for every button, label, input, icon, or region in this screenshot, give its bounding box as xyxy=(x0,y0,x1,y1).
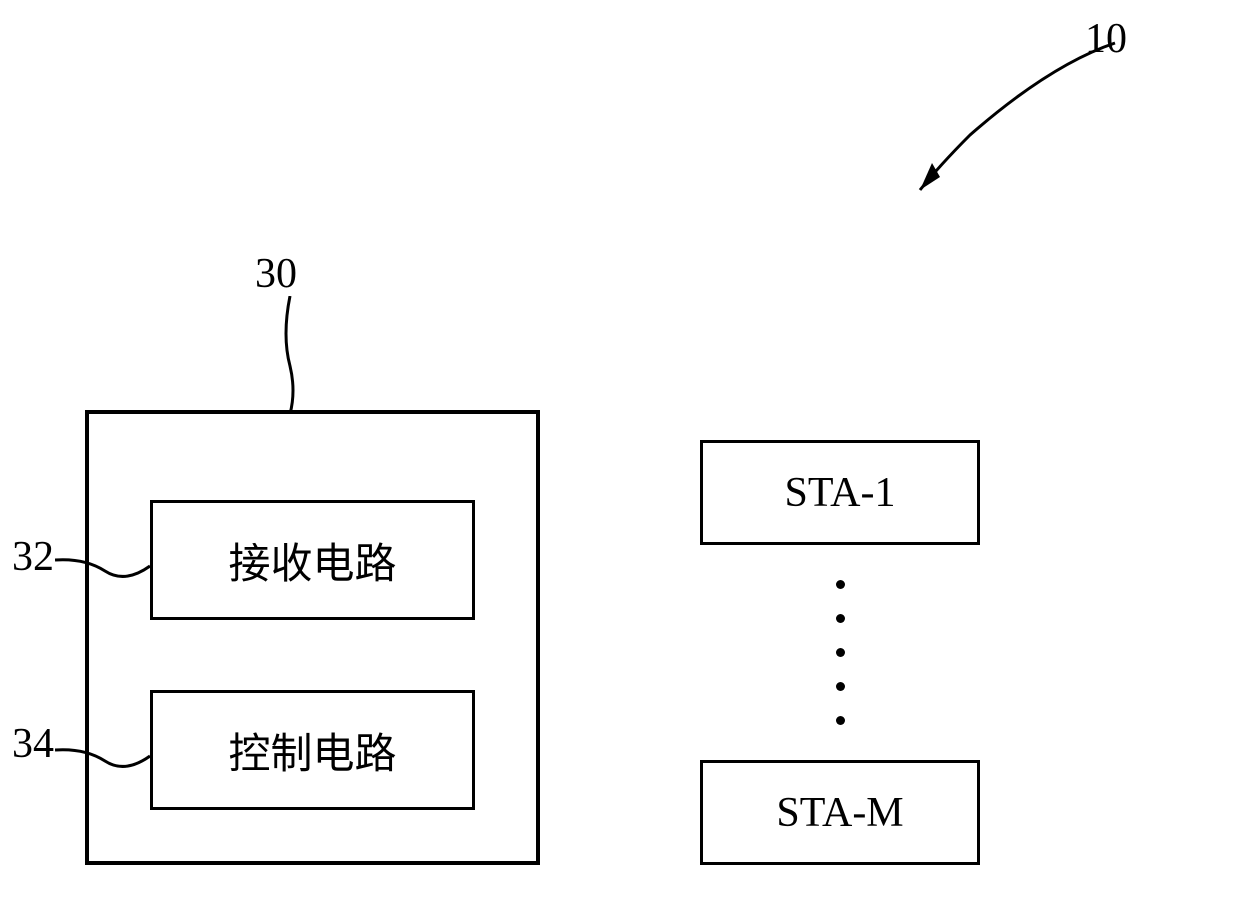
receive-circuit-text: 接收电路 xyxy=(228,530,396,591)
station-last-text: STA-M xyxy=(776,789,903,837)
ellipsis-dot xyxy=(836,648,845,657)
leader-line-32 xyxy=(55,556,150,586)
block-diagram: 10 30 接收电路 32 控制电路 34 STA-1 STA-M xyxy=(0,0,1240,913)
receive-circuit-label: 32 xyxy=(12,533,54,581)
station-last-block: STA-M xyxy=(700,760,980,865)
control-circuit-text: 控制电路 xyxy=(228,720,396,781)
leader-line-30 xyxy=(280,296,300,416)
control-circuit-label: 34 xyxy=(12,720,54,768)
system-label: 10 xyxy=(1085,15,1127,63)
station-ellipsis xyxy=(832,580,848,725)
main-block-label: 30 xyxy=(255,250,297,298)
ellipsis-dot xyxy=(836,580,845,589)
station-first-text: STA-1 xyxy=(785,469,896,517)
ellipsis-dot xyxy=(836,614,845,623)
control-circuit-block: 控制电路 xyxy=(150,690,475,810)
station-first-block: STA-1 xyxy=(700,440,980,545)
ellipsis-dot xyxy=(836,682,845,691)
receive-circuit-block: 接收电路 xyxy=(150,500,475,620)
ellipsis-dot xyxy=(836,716,845,725)
leader-line-34 xyxy=(55,746,150,776)
